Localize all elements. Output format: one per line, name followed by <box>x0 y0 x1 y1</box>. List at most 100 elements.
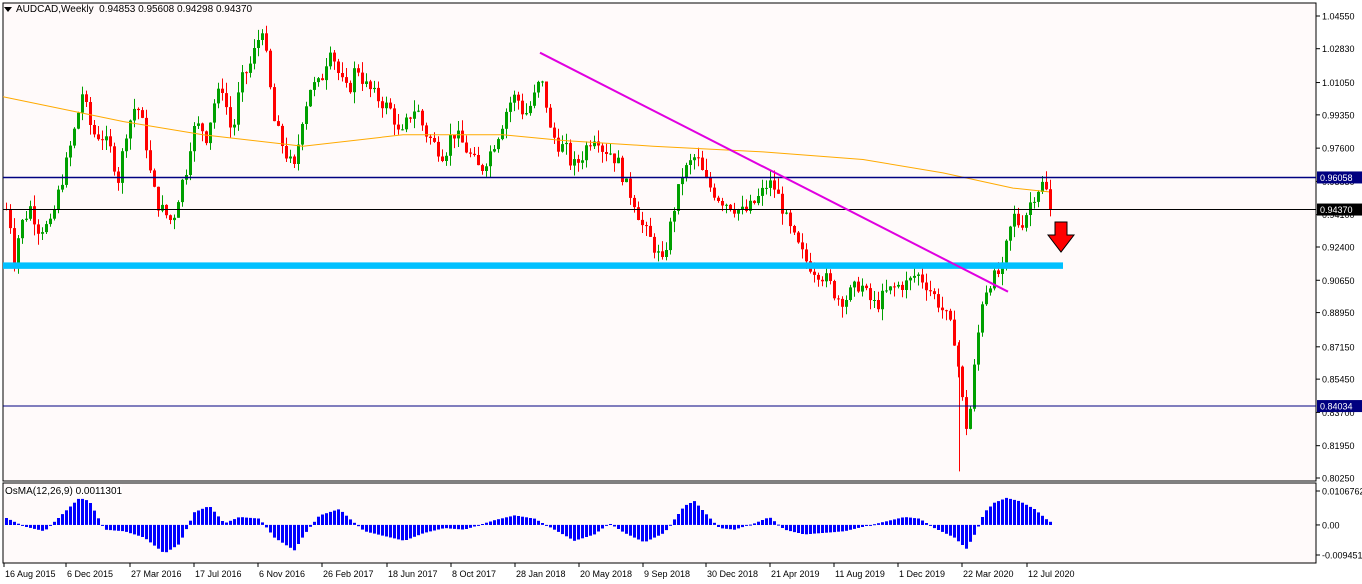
candle-body <box>385 102 388 109</box>
osma-bar <box>1013 499 1016 525</box>
osma-bar <box>321 514 324 525</box>
osma-bar <box>185 524 188 530</box>
candle-body <box>37 224 40 234</box>
candle-body <box>857 281 860 292</box>
candle-body <box>433 138 436 142</box>
osma-bar <box>405 524 408 540</box>
candle-body <box>149 150 152 171</box>
axes: 1.045501.028301.010500.993500.976000.958… <box>3 12 1362 579</box>
candle-body <box>245 72 248 74</box>
candle-body <box>1025 215 1028 228</box>
osma-bar <box>521 516 524 525</box>
chevron-down-icon[interactable] <box>4 6 12 12</box>
level-label-lower-bg <box>1317 400 1362 413</box>
x-tick-label: 16 Aug 2015 <box>5 569 56 579</box>
candle-body <box>805 249 808 262</box>
candle-body <box>561 144 564 152</box>
candle-body <box>389 102 392 109</box>
osma-bar <box>9 519 12 525</box>
osma-subwindow[interactable] <box>2 482 1317 564</box>
candle-body <box>625 178 628 183</box>
osma-bar <box>865 524 868 526</box>
osma-bar <box>141 524 144 537</box>
candle-body <box>893 286 896 288</box>
osma-bar <box>453 524 456 529</box>
down-arrow-icon[interactable] <box>1046 221 1076 253</box>
osma-bar <box>105 524 108 530</box>
candle-body <box>761 187 764 196</box>
candle-body <box>265 33 268 51</box>
candle-body <box>145 117 148 151</box>
candle-body <box>853 281 856 288</box>
osma-bar <box>965 524 968 549</box>
y-tick-label: 0.80250 <box>1322 474 1355 484</box>
osma-bar <box>173 524 176 548</box>
x-tick-label: 26 Feb 2017 <box>323 569 374 579</box>
osma-bar <box>585 524 588 537</box>
osma-bar <box>557 524 560 532</box>
x-tick-label: 17 Jul 2016 <box>195 569 242 579</box>
candle-body <box>1041 181 1044 192</box>
candle-body <box>429 136 432 138</box>
osma-bar <box>461 524 464 530</box>
osma-bar <box>37 524 40 530</box>
osma-bar <box>805 524 808 535</box>
osma-bar <box>17 523 20 525</box>
x-tick-label: 9 Sep 2018 <box>644 569 690 579</box>
osma-bar <box>33 524 36 529</box>
osma-bar <box>233 519 236 525</box>
osma-bar <box>889 520 892 525</box>
osma-bar <box>121 524 124 532</box>
candle-body <box>189 151 192 175</box>
candle-body <box>281 125 284 146</box>
osma-bar <box>817 524 820 534</box>
osma-bar <box>653 524 656 538</box>
candle-body <box>1029 202 1032 215</box>
osma-bar <box>657 524 660 536</box>
candle-body <box>701 157 704 170</box>
candle-body <box>161 204 164 211</box>
candle-body <box>269 50 272 88</box>
candle-body <box>309 89 312 107</box>
candle-body <box>169 215 172 220</box>
osma-bar <box>169 524 172 550</box>
candle-body <box>733 209 736 214</box>
candle-body <box>25 218 28 220</box>
candle-body <box>481 165 484 171</box>
osma-bar <box>437 524 440 530</box>
candle-body <box>741 206 744 210</box>
osma-tick-label: 0.0106762 <box>1322 487 1362 497</box>
osma-bar <box>921 520 924 525</box>
candle-body <box>321 78 324 81</box>
osma-bar <box>489 521 492 525</box>
candle-body <box>749 200 752 211</box>
osma-bar <box>393 524 396 539</box>
osma-bar <box>721 524 724 529</box>
osma-bar <box>821 524 824 533</box>
candle-body <box>629 178 632 198</box>
osma-bar <box>561 524 564 535</box>
x-tick-label: 30 Dec 2018 <box>707 569 758 579</box>
candle-body <box>373 87 376 90</box>
osma-bar <box>365 524 368 532</box>
x-tick-label: 8 Oct 2017 <box>452 569 496 579</box>
candle-body <box>829 273 832 281</box>
osma-bar <box>685 504 688 525</box>
candle-body <box>861 285 864 292</box>
osma-bar <box>513 515 516 525</box>
trendline[interactable] <box>539 51 1009 293</box>
candle-body <box>397 124 400 130</box>
candle-body <box>789 212 792 227</box>
candle-body <box>965 397 968 429</box>
candle-body <box>485 166 488 171</box>
osma-bar <box>581 524 584 539</box>
x-tick-label: 20 May 2018 <box>580 569 632 579</box>
osma-bar <box>593 524 596 535</box>
osma-bar <box>229 520 232 525</box>
support-zone[interactable] <box>3 262 1063 269</box>
candle-body <box>113 146 116 172</box>
osma-bar <box>277 524 280 541</box>
candle-body <box>581 160 584 163</box>
